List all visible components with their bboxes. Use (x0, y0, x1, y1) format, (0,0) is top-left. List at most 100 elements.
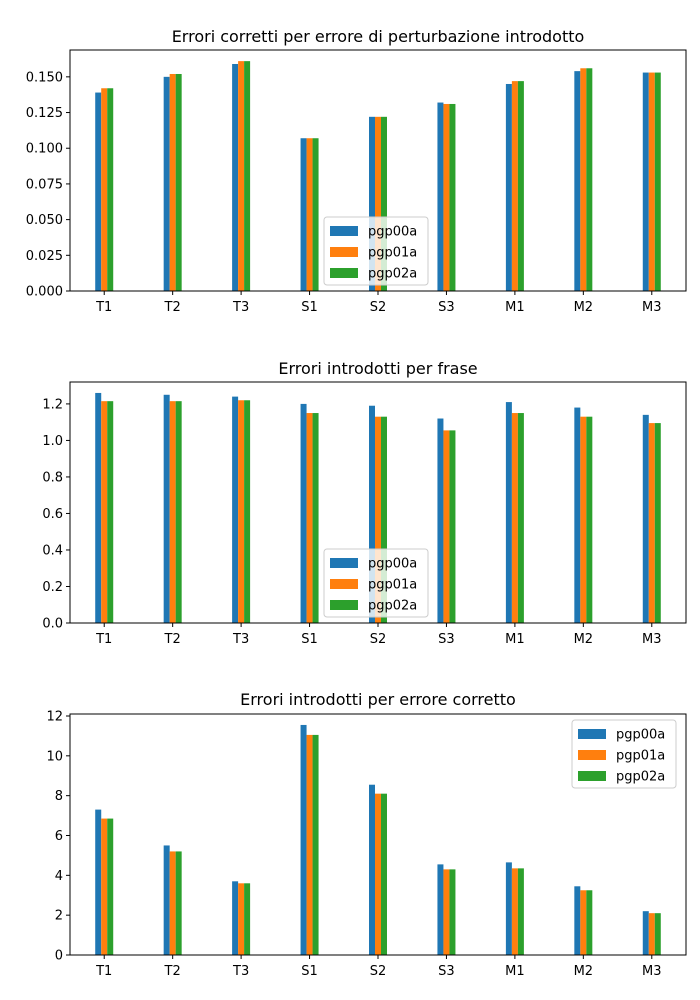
x-axis: T1 T2 T3 S1 S2 S3 M1 M2 M3 (95, 291, 662, 315)
y-tick-label: 0.6 (42, 507, 63, 522)
bar-pgp01a-T3 (238, 400, 245, 623)
bar-pgp01a-S2 (375, 116, 381, 291)
y-tick-label: 0.050 (26, 213, 63, 228)
bar-pgp02a-M2 (586, 68, 593, 292)
bar-pgp02a-S2 (381, 793, 387, 955)
bar-pgp01a-T2 (169, 401, 176, 623)
bars (95, 61, 661, 292)
legend: pgp00a pgp01a pgp02a (571, 719, 677, 789)
x-axis: T1 T2 T3 S1 S2 S3 M1 M2 M3 (95, 623, 662, 647)
bar-pgp01a-M3 (648, 72, 655, 291)
y-tick-label: 0.150 (26, 70, 63, 85)
bar-pgp00a-S3 (437, 102, 444, 291)
y-tick-label: 1.2 (42, 397, 63, 412)
bar-pgp00a-S2 (369, 784, 375, 955)
bar-pgp00a-T1 (95, 809, 102, 955)
legend-swatch-pgp00a (330, 558, 358, 568)
x-tick-label: S1 (301, 300, 318, 315)
bar-pgp02a-M2 (586, 416, 593, 623)
x-tick-label: T1 (95, 964, 112, 979)
legend-label-pgp02a: pgp02a (368, 267, 417, 282)
bar-pgp01a-M2 (580, 416, 587, 623)
x-tick-label: T2 (164, 632, 181, 647)
bar-pgp00a-T2 (163, 845, 170, 955)
bars (95, 392, 661, 623)
legend-swatch-pgp01a (330, 247, 358, 257)
bar-pgp01a-S3 (443, 430, 450, 623)
legend-label-pgp00a: pgp00a (368, 225, 417, 240)
legend-label-pgp01a: pgp01a (616, 749, 665, 764)
chart-errori-per-frase: Errori introdotti per frase T1 T2 T3 S1 S2 S3… (42, 359, 687, 647)
bar-pgp02a-M1 (517, 868, 524, 955)
bar-pgp02a-S2 (381, 416, 387, 623)
bars (95, 724, 661, 955)
y-axis: 0.0 0.2 0.4 0.6 0.8 1.0 1.2 (42, 397, 70, 632)
x-tick-label: S1 (301, 964, 318, 979)
bar-pgp01a-S2 (375, 416, 381, 623)
y-tick-label: 1.0 (42, 434, 63, 449)
x-tick-label: T1 (95, 300, 112, 315)
x-tick-label: M3 (642, 300, 662, 315)
bar-pgp01a-T1 (101, 88, 108, 291)
bar-pgp00a-M3 (642, 414, 649, 623)
x-tick-label: T2 (164, 300, 181, 315)
bar-pgp00a-S3 (437, 418, 444, 623)
y-tick-label: 0.075 (26, 177, 63, 192)
y-tick-label: 0.8 (42, 470, 63, 485)
bar-pgp01a-M1 (511, 868, 518, 955)
bar-pgp02a-S3 (449, 869, 456, 955)
bar-pgp00a-M2 (574, 407, 581, 623)
bar-pgp02a-M1 (517, 413, 524, 623)
x-tick-label: M2 (574, 964, 594, 979)
bar-pgp02a-M3 (654, 72, 661, 291)
bar-pgp00a-T2 (163, 76, 170, 291)
bar-pgp02a-S1 (312, 413, 319, 623)
x-tick-label: S2 (370, 632, 387, 647)
bar-pgp01a-T2 (169, 73, 176, 292)
x-tick-label: M1 (505, 632, 525, 647)
bar-pgp00a-T3 (232, 396, 239, 623)
bar-pgp02a-T1 (107, 401, 114, 623)
chart-title: Errori corretti per errore di perturbazi… (172, 27, 585, 46)
bar-pgp00a-S2 (369, 405, 375, 623)
bar-pgp02a-T3 (244, 61, 251, 291)
bar-pgp01a-T3 (238, 61, 245, 291)
x-tick-label: S3 (438, 964, 455, 979)
y-axis: 0.000 0.025 0.050 0.075 0.100 0.125 0.150 (26, 70, 70, 300)
legend-label-pgp02a: pgp02a (616, 770, 665, 785)
bar-pgp00a-M3 (642, 911, 649, 955)
bar-pgp02a-T2 (175, 73, 182, 292)
bar-pgp02a-T2 (175, 401, 182, 623)
y-tick-label: 2 (55, 909, 63, 924)
bar-pgp00a-T1 (95, 92, 102, 291)
bar-pgp00a-M2 (574, 71, 581, 291)
bar-pgp00a-T1 (95, 392, 102, 623)
bar-pgp02a-T1 (107, 818, 114, 955)
y-tick-label: 0.0 (42, 617, 63, 632)
legend: pgp00a pgp01a pgp02a (323, 216, 429, 286)
x-tick-label: T3 (232, 300, 249, 315)
x-tick-label: M3 (642, 632, 662, 647)
bar-pgp00a-M1 (505, 83, 512, 291)
x-tick-label: S3 (438, 300, 455, 315)
chart-errori-corretti: Errori corretti per errore di perturbazi… (26, 27, 687, 315)
bar-pgp02a-S1 (312, 734, 319, 955)
bar-pgp02a-S3 (449, 430, 456, 623)
bar-pgp00a-T3 (232, 881, 239, 955)
y-tick-label: 0.025 (26, 249, 63, 264)
bar-pgp00a-M1 (505, 402, 512, 623)
legend-swatch-pgp02a (330, 268, 358, 278)
bar-pgp00a-S2 (369, 116, 375, 291)
bar-pgp00a-S1 (300, 138, 307, 291)
legend-label-pgp01a: pgp01a (368, 246, 417, 261)
bar-pgp01a-T1 (101, 401, 108, 623)
x-tick-label: T2 (164, 964, 181, 979)
bar-pgp01a-S2 (375, 793, 381, 955)
bar-pgp01a-T1 (101, 818, 108, 955)
x-tick-label: S3 (438, 632, 455, 647)
y-tick-label: 0.125 (26, 106, 63, 121)
x-tick-label: T3 (232, 632, 249, 647)
x-tick-label: M3 (642, 964, 662, 979)
bar-pgp00a-M2 (574, 886, 581, 955)
